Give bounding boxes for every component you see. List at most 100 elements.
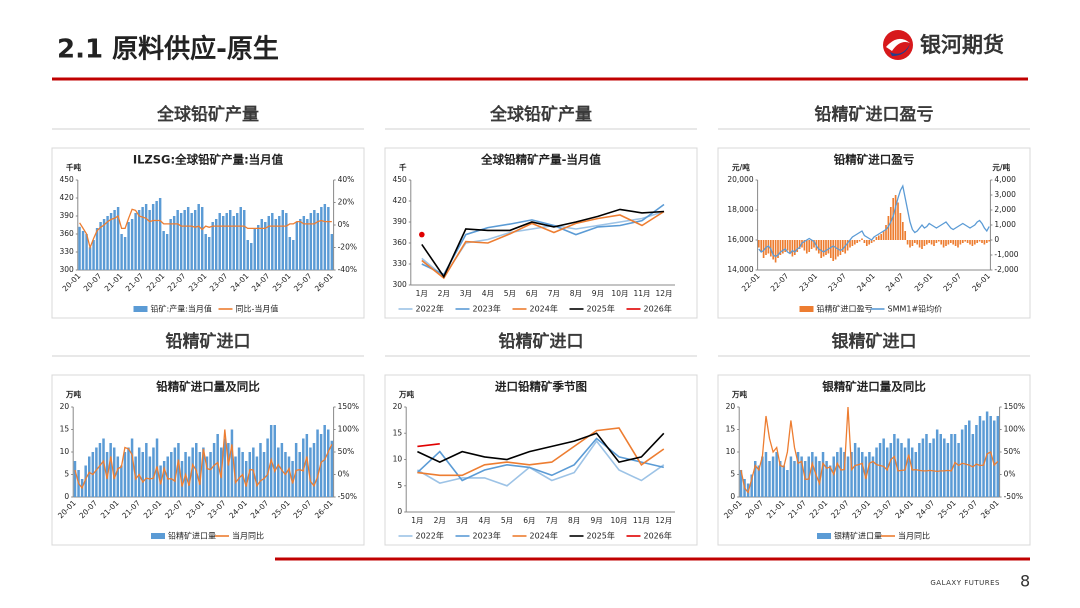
y2-tick-label: -40%	[338, 265, 357, 274]
x-tick-label: 11月	[633, 516, 650, 525]
bar	[179, 213, 183, 270]
bar	[786, 470, 789, 497]
bar	[805, 240, 808, 254]
x-tick-label: 1月	[411, 516, 423, 525]
chart-title: 铅精矿进口量及同比	[156, 380, 260, 394]
bar	[95, 447, 98, 497]
bar	[306, 219, 309, 270]
y-tick-label: 10	[726, 447, 736, 456]
bar	[885, 447, 889, 497]
chart-title: 全球铅精矿产量-当月值	[480, 153, 601, 167]
bar	[928, 240, 931, 243]
bar	[945, 240, 947, 246]
page-number: 8	[1020, 572, 1030, 591]
bar	[221, 216, 225, 270]
legend-label: 2023年	[473, 304, 501, 314]
chart-frame	[717, 147, 1031, 319]
bar	[904, 231, 907, 240]
y-tick-label: 450	[392, 175, 407, 184]
bar	[155, 201, 158, 270]
y-tick-label: 450	[59, 175, 74, 184]
x-tick-label: 9月	[590, 516, 602, 525]
bar	[250, 243, 253, 270]
bar	[760, 240, 763, 252]
bar	[878, 443, 882, 497]
bar	[109, 443, 112, 497]
bar	[162, 461, 166, 497]
bar	[877, 235, 880, 240]
bar	[205, 456, 209, 497]
legend-label: 2023年	[473, 531, 501, 541]
bar	[834, 240, 837, 260]
x-tick-label: 12月	[655, 289, 672, 298]
bar	[851, 240, 854, 246]
bar	[305, 434, 309, 497]
bar	[243, 210, 246, 270]
x-tick-label: 11月	[633, 289, 650, 298]
bar	[887, 216, 890, 240]
bar	[211, 222, 214, 270]
bar	[116, 456, 120, 497]
bar	[298, 452, 301, 497]
y2-tick-label: 50%	[338, 447, 355, 456]
bar	[827, 240, 830, 254]
legend-label: 同比-当月值	[236, 304, 279, 314]
bar	[846, 456, 850, 497]
section-title: 铅精矿进口盈亏	[815, 104, 934, 125]
bar	[777, 240, 779, 258]
bar	[911, 240, 914, 246]
y-tick-label: 0	[64, 492, 69, 501]
bar	[148, 210, 151, 270]
bar	[913, 240, 916, 243]
bar	[778, 461, 782, 497]
bar	[814, 456, 818, 497]
bar	[113, 210, 116, 270]
bar	[820, 240, 823, 258]
bar	[248, 452, 252, 497]
bar	[267, 216, 271, 270]
bar	[165, 234, 169, 270]
bar	[981, 240, 983, 243]
bar	[821, 452, 825, 497]
y-tick-label: 330	[59, 247, 74, 256]
bar	[218, 213, 221, 270]
y2-tick-label: 4,000	[994, 175, 1016, 184]
bar	[278, 216, 281, 270]
legend-label: 2026年	[644, 531, 672, 541]
y-unit: 千	[399, 162, 407, 172]
bar	[106, 216, 109, 270]
bar	[323, 204, 327, 270]
bar	[939, 434, 942, 497]
y2-tick-label: 2,000	[994, 205, 1016, 214]
bar	[947, 240, 950, 245]
bar	[966, 240, 969, 243]
bar	[190, 213, 193, 270]
bar	[273, 425, 276, 497]
bar	[950, 434, 953, 497]
bar	[897, 202, 899, 240]
bar	[105, 452, 109, 497]
y2-tick-label: 20%	[338, 198, 355, 207]
bar	[875, 237, 878, 240]
y2-tick-label: 40%	[338, 175, 355, 184]
bar	[255, 456, 259, 497]
bar	[935, 429, 939, 497]
bar	[141, 452, 145, 497]
bar	[954, 240, 957, 246]
bar	[193, 210, 197, 270]
bar	[187, 456, 191, 497]
y2-tick-label: 0%	[338, 220, 350, 229]
bar	[207, 237, 211, 270]
slide-title: 2.1 原料供应-原生	[57, 34, 279, 65]
y-unit: 元/吨	[732, 162, 750, 172]
bar	[116, 207, 120, 270]
bar	[868, 452, 871, 497]
legend-label: 2022年	[416, 304, 444, 314]
bar	[204, 234, 207, 270]
bar	[162, 231, 165, 270]
y2-tick-label: -20%	[338, 243, 357, 252]
bar	[988, 240, 991, 242]
y2-tick-label: 0	[994, 235, 999, 244]
bar	[214, 219, 218, 270]
bar	[846, 240, 849, 251]
